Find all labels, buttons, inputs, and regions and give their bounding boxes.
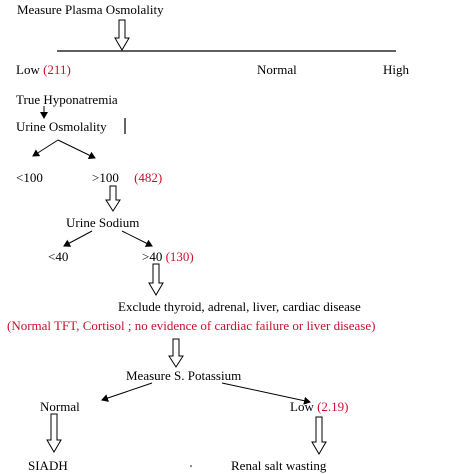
node-exclude-disease: Exclude thyroid, adrenal, liver, cardiac… (118, 299, 361, 314)
node-urine-sodium-gt40: >40 (130) (142, 249, 194, 264)
branch-urine-to-gt100 (57, 139, 96, 159)
node-urine-sodium: Urine Sodium (66, 215, 140, 230)
node-low: Low (211) (16, 62, 71, 77)
node-exclude-note: (Normal TFT, Cortisol ; no evidence of c… (7, 318, 376, 333)
hollow-arrow-urine-sodium (105, 185, 121, 212)
node-measure-potassium: Measure S. Potassium (126, 368, 242, 383)
hollow-arrow-renal (311, 416, 327, 455)
gt40-count: (130) (165, 249, 194, 264)
hollow-arrow-exclude (148, 263, 164, 296)
branch-urine-to-lt100 (32, 139, 59, 157)
node-urine-sodium-lt40: <40 (48, 249, 69, 264)
hollow-arrow-siadh (46, 413, 62, 453)
branch-k-to-low (221, 382, 311, 405)
node-urine-osm-gt100: >100 (482) (92, 170, 162, 185)
branch-k-to-normal (101, 382, 153, 402)
gt100-label: >100 (92, 170, 119, 185)
branch-sodium-to-gt40 (121, 230, 153, 247)
gt100-count: (482) (134, 170, 163, 185)
low-k-label: Low (290, 399, 314, 414)
low-k-value: (2.19) (317, 399, 349, 414)
node-high-osmolality: High (383, 62, 409, 77)
node-siadh: SIADH (28, 458, 68, 473)
node-potassium-low: Low (2.19) (290, 399, 349, 414)
node-potassium-normal: Normal (40, 399, 80, 414)
low-count: (211) (43, 62, 71, 77)
node-normal-osmolality: Normal (257, 62, 297, 77)
stray-dot (190, 465, 192, 467)
gt40-label: >40 (142, 249, 163, 264)
hollow-arrow-potassium (168, 338, 184, 368)
low-label: Low (16, 62, 40, 77)
branch-sodium-to-lt40 (63, 230, 93, 247)
node-measure-plasma-osmolality: Measure Plasma Osmolality (17, 2, 164, 17)
hollow-arrow-plasma (114, 19, 130, 51)
node-urine-osm-lt100: <100 (16, 170, 43, 185)
node-urine-osmolality: Urine Osmolality (16, 119, 107, 134)
node-renal-salt-wasting: Renal salt wasting (231, 458, 327, 473)
node-true-hyponatremia: True Hyponatremia (16, 92, 118, 107)
